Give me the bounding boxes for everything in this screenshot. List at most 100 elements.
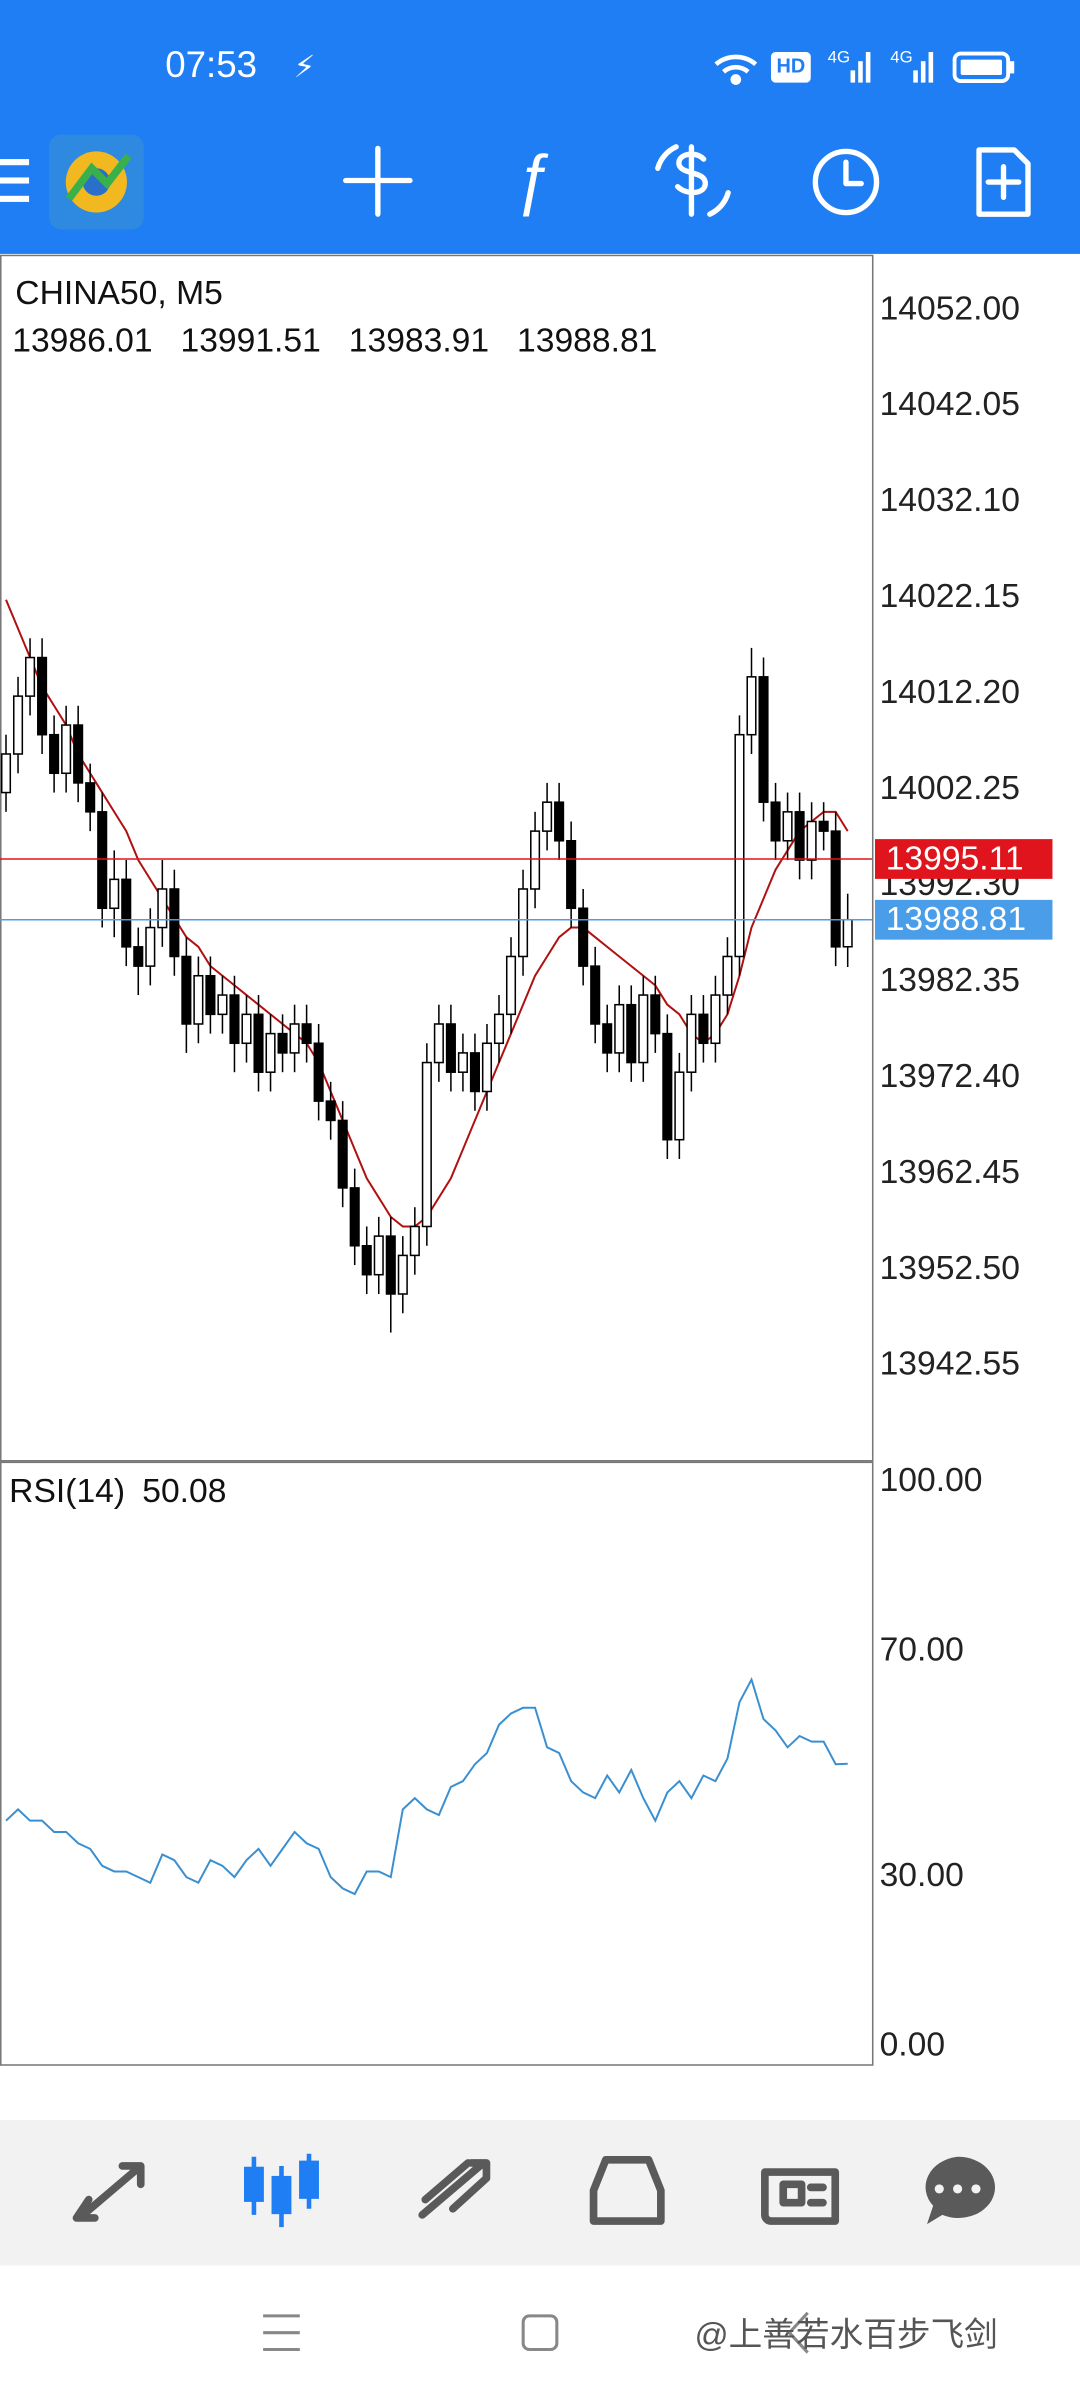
candle-body [806, 820, 817, 861]
candle-body [313, 1042, 324, 1102]
bid-label: 13995.11 [886, 840, 1024, 877]
candle-body [49, 733, 60, 775]
y-tick-label: 14032.10 [880, 482, 1020, 519]
chart-tab[interactable] [243, 2153, 319, 2228]
candle-body [181, 955, 192, 1025]
signal-icons [850, 52, 934, 83]
nav-home[interactable] [521, 2314, 559, 2352]
labels: 14052.00 14042.05 14032.10 14022.15 14012.20… [875, 290, 1053, 2063]
candle-body [469, 1052, 480, 1093]
candle-body [193, 975, 204, 1025]
candle-body [385, 1235, 396, 1295]
candle-body [818, 820, 829, 832]
nav-back[interactable] [787, 2311, 809, 2354]
y-tick-label: 13942.55 [880, 1346, 1020, 1383]
candle-body [794, 811, 805, 861]
y-tick-label: 14002.25 [880, 770, 1020, 807]
chart-title: CHINA50, M5 [15, 275, 223, 312]
app-header [0, 0, 1080, 254]
candle-body [337, 1119, 348, 1189]
ohlc-open: 13986.01 [12, 323, 152, 360]
rsi-value: 50.08 [142, 1473, 226, 1510]
candle-body [0, 753, 12, 794]
y-tick-label: 100.00 [880, 1462, 983, 1499]
candle-body [445, 1023, 456, 1073]
period-button[interactable] [812, 148, 880, 216]
candle-body [301, 1023, 312, 1045]
candle-body [517, 888, 529, 958]
watermark: @上善若水百步飞剑 [695, 2316, 998, 2354]
candle-body [481, 1042, 493, 1093]
trade-tab[interactable] [418, 2159, 491, 2219]
y-tick-label: 13952.50 [880, 1250, 1020, 1287]
y-tick-label: 0.00 [880, 2026, 945, 2063]
trade-button[interactable] [655, 144, 731, 217]
last-price-label: 13988.81 [886, 901, 1026, 938]
candle-body [602, 1023, 613, 1054]
candle-body [409, 1225, 420, 1257]
candle-body [530, 830, 541, 890]
candle-body [253, 1013, 264, 1073]
candle-body [37, 656, 48, 736]
rsi-line [5, 1676, 848, 1896]
candle-body [241, 1013, 252, 1045]
candle-body [614, 1003, 625, 1054]
candle-body [842, 918, 853, 948]
candle-body [229, 994, 240, 1045]
y-tick-label: 13972.40 [880, 1058, 1020, 1095]
candle-body [493, 1013, 505, 1045]
indicators-button[interactable]: ƒ [514, 141, 551, 216]
ohlc-close: 13988.81 [517, 323, 657, 360]
candle-body [25, 656, 36, 697]
candle-body [169, 888, 180, 958]
candle-body [578, 907, 589, 967]
candle-body [12, 695, 24, 755]
candle-body [97, 811, 108, 910]
wifi-icon [714, 54, 758, 85]
candle-body [61, 724, 72, 775]
status-time: 07:53 [165, 44, 257, 85]
rsi-title: RSI(14) [9, 1473, 125, 1510]
tab-bar [0, 2120, 1080, 2266]
app-logo[interactable] [48, 134, 144, 230]
candle-body [133, 946, 144, 967]
y-tick-label: 14052.00 [880, 290, 1020, 327]
candle-body [782, 811, 793, 842]
candle-body [217, 994, 228, 1016]
candle-body [73, 724, 84, 784]
menu-button[interactable] [0, 159, 30, 202]
candle-body [505, 955, 517, 1016]
crosshair-button[interactable] [343, 145, 413, 217]
news-tab[interactable] [761, 2168, 840, 2225]
marks [0, 599, 872, 1896]
candle-body [325, 1100, 336, 1122]
y-tick-label: 13982.35 [880, 962, 1020, 999]
candle-body [746, 676, 757, 736]
candle-body [145, 926, 156, 967]
candle-body [361, 1245, 372, 1276]
hd-text: HD [777, 56, 806, 78]
history-tab[interactable] [589, 2156, 665, 2225]
candle-body [109, 878, 120, 910]
candle-body [289, 1023, 300, 1054]
rsi-panel [0, 1461, 874, 2066]
candle-body [157, 888, 168, 929]
y-tick-label: 13962.45 [880, 1154, 1020, 1191]
quotes-tab[interactable] [72, 2162, 145, 2222]
nav-menu[interactable] [263, 2314, 300, 2352]
candle-body [734, 733, 745, 958]
candle-body [590, 965, 601, 1025]
candle-body [566, 840, 577, 910]
ohlc-high: 13991.51 [181, 323, 321, 360]
candle-body [554, 801, 565, 842]
y-tick-label: 14042.05 [880, 386, 1020, 423]
candle-body [722, 955, 733, 996]
candle-body [650, 994, 661, 1035]
candle-body [662, 1032, 673, 1141]
candle-body [265, 1032, 276, 1073]
chat-tab[interactable] [925, 2156, 996, 2225]
candle-body [433, 1023, 444, 1064]
template-button[interactable] [976, 147, 1031, 217]
